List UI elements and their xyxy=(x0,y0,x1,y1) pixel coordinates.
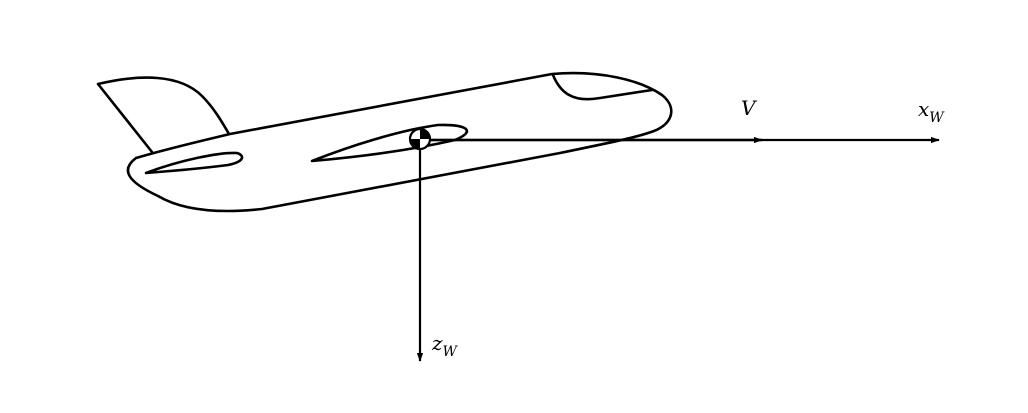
velocity-label: V xyxy=(741,96,758,120)
fuselage-outline xyxy=(126,71,673,213)
x-axis-label-base: x xyxy=(918,97,929,121)
z-axis-label: zW xyxy=(431,331,459,360)
main-wing xyxy=(310,123,469,163)
cockpit-canopy xyxy=(551,73,654,101)
x-axis-label: xW xyxy=(918,97,945,126)
vertical-tail-fin xyxy=(96,76,231,154)
airplane-drawing xyxy=(96,71,673,213)
z-axis-label-base: z xyxy=(431,331,443,355)
z-axis-label-subscript: W xyxy=(443,344,459,360)
horizontal-stabilizer xyxy=(144,151,244,175)
x-axis-label-subscript: W xyxy=(929,110,945,126)
center-of-gravity-icon xyxy=(408,127,432,151)
